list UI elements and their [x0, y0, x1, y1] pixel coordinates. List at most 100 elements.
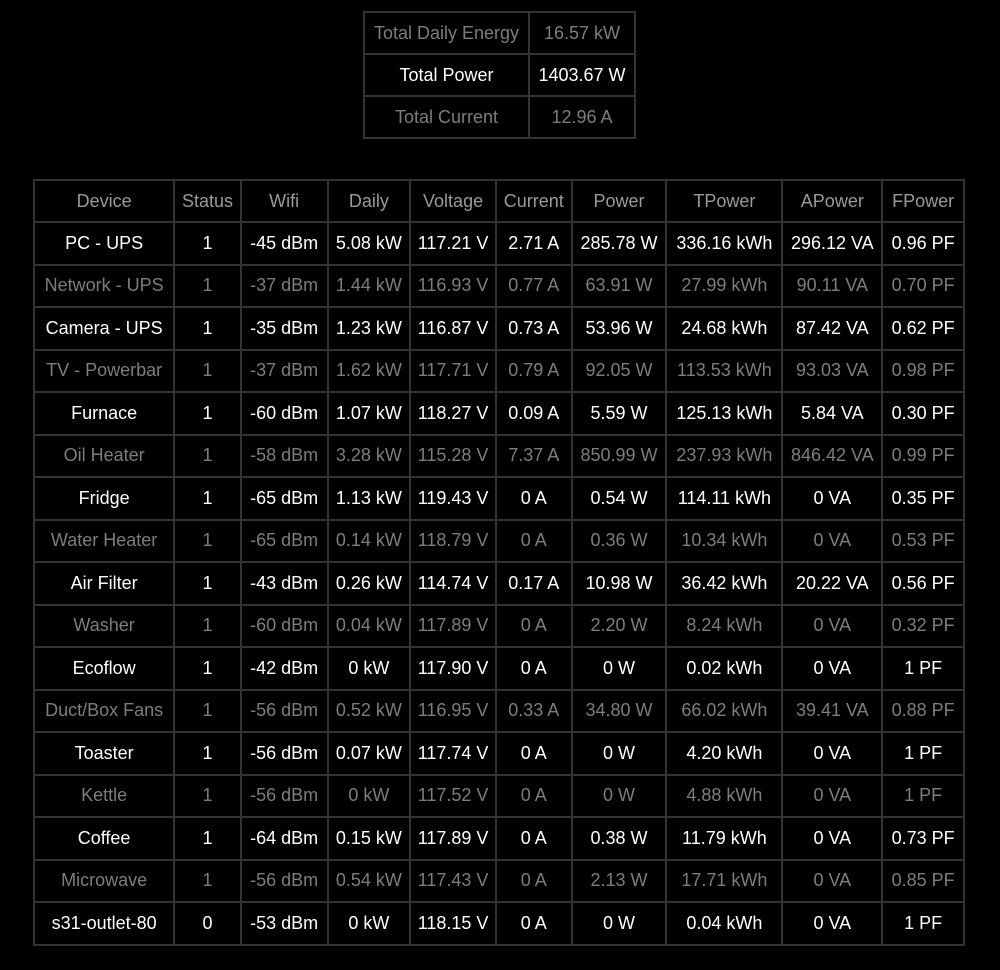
cell-name: Camera - UPS [35, 308, 174, 349]
cell-daily: 5.08 kW [328, 223, 410, 264]
cell-name: Fridge [35, 478, 174, 519]
cell-power: 10.98 W [572, 563, 666, 604]
cell-current: 0 A [496, 520, 571, 561]
cell-daily: 0.52 kW [328, 690, 410, 731]
cell-voltage: 117.52 V [411, 775, 495, 816]
cell-power: 0 W [572, 903, 666, 944]
cell-name: TV - Powerbar [35, 350, 174, 391]
table-row: TV - Powerbar 1 -37 dBm 1.62 kW 117.71 V 0.79… [35, 350, 963, 391]
cell-status: 0 [175, 903, 240, 944]
cell-name: Oil Heater [35, 435, 174, 476]
cell-apower: 20.22 VA [783, 563, 882, 604]
cell-apower: 0 VA [783, 818, 882, 859]
cell-name: Water Heater [35, 520, 174, 561]
cell-name: s31-outlet-80 [35, 903, 174, 944]
cell-apower: 5.84 VA [783, 393, 882, 434]
table-row: Duct/Box Fans 1 -56 dBm 0.52 kW 116.95 V 0.33… [35, 690, 963, 731]
cell-power: 0 W [572, 733, 666, 774]
cell-voltage: 116.87 V [411, 308, 495, 349]
cell-voltage: 118.79 V [411, 520, 495, 561]
cell-power: 0.38 W [572, 818, 666, 859]
cell-fpower: 0.85 PF [883, 860, 963, 901]
cell-daily: 1.23 kW [328, 308, 410, 349]
cell-status: 1 [175, 648, 240, 689]
cell-status: 1 [175, 308, 240, 349]
cell-power: 0.36 W [572, 520, 666, 561]
cell-wifi: -65 dBm [241, 478, 327, 519]
cell-voltage: 117.21 V [411, 223, 495, 264]
cell-apower: 846.42 VA [783, 435, 882, 476]
cell-tpower: 36.42 kWh [667, 563, 782, 604]
cell-voltage: 118.15 V [411, 903, 495, 944]
cell-fpower: 0.56 PF [883, 563, 963, 604]
summary-label: Total Daily Energy [365, 13, 528, 53]
cell-tpower: 113.53 kWh [667, 350, 782, 391]
summary-value: 12.96 A [530, 97, 634, 137]
cell-name: Furnace [35, 393, 174, 434]
cell-tpower: 11.79 kWh [667, 818, 782, 859]
cell-voltage: 117.43 V [411, 860, 495, 901]
cell-current: 0.79 A [496, 350, 571, 391]
cell-fpower: 0.53 PF [883, 520, 963, 561]
column-header-voltage: Voltage [411, 181, 495, 221]
cell-current: 0 A [496, 605, 571, 646]
cell-apower: 0 VA [783, 860, 882, 901]
cell-tpower: 27.99 kWh [667, 265, 782, 306]
cell-voltage: 117.90 V [411, 648, 495, 689]
cell-current: 0.17 A [496, 563, 571, 604]
summary-label: Total Power [365, 55, 528, 95]
cell-current: 2.71 A [496, 223, 571, 264]
cell-fpower: 1 PF [883, 733, 963, 774]
cell-tpower: 24.68 kWh [667, 308, 782, 349]
cell-current: 0 A [496, 648, 571, 689]
cell-apower: 0 VA [783, 775, 882, 816]
cell-current: 0 A [496, 860, 571, 901]
table-row: Network - UPS 1 -37 dBm 1.44 kW 116.93 V 0.77… [35, 265, 963, 306]
column-header-status: Status [175, 181, 240, 221]
cell-power: 63.91 W [572, 265, 666, 306]
cell-status: 1 [175, 690, 240, 731]
summary-row: Total Power 1403.67 W [365, 55, 634, 95]
cell-voltage: 117.89 V [411, 818, 495, 859]
cell-status: 1 [175, 223, 240, 264]
cell-wifi: -56 dBm [241, 775, 327, 816]
cell-power: 850.99 W [572, 435, 666, 476]
table-row: Furnace 1 -60 dBm 1.07 kW 118.27 V 0.09 A 5.59… [35, 393, 963, 434]
cell-status: 1 [175, 478, 240, 519]
cell-daily: 0 kW [328, 648, 410, 689]
cell-status: 1 [175, 393, 240, 434]
cell-wifi: -45 dBm [241, 223, 327, 264]
cell-status: 1 [175, 818, 240, 859]
column-header-apower: APower [783, 181, 882, 221]
cell-current: 0.33 A [496, 690, 571, 731]
cell-daily: 1.07 kW [328, 393, 410, 434]
cell-power: 0 W [572, 775, 666, 816]
cell-wifi: -37 dBm [241, 350, 327, 391]
cell-daily: 0.14 kW [328, 520, 410, 561]
cell-fpower: 0.98 PF [883, 350, 963, 391]
cell-wifi: -53 dBm [241, 903, 327, 944]
cell-fpower: 0.96 PF [883, 223, 963, 264]
cell-power: 0 W [572, 648, 666, 689]
cell-status: 1 [175, 350, 240, 391]
cell-wifi: -35 dBm [241, 308, 327, 349]
cell-wifi: -42 dBm [241, 648, 327, 689]
summary-value: 1403.67 W [530, 55, 634, 95]
cell-apower: 0 VA [783, 478, 882, 519]
summary-row: Total Current 12.96 A [365, 97, 634, 137]
cell-tpower: 114.11 kWh [667, 478, 782, 519]
cell-tpower: 66.02 kWh [667, 690, 782, 731]
cell-tpower: 237.93 kWh [667, 435, 782, 476]
cell-current: 0.09 A [496, 393, 571, 434]
cell-fpower: 1 PF [883, 903, 963, 944]
cell-tpower: 10.34 kWh [667, 520, 782, 561]
cell-wifi: -37 dBm [241, 265, 327, 306]
cell-fpower: 0.62 PF [883, 308, 963, 349]
cell-fpower: 0.35 PF [883, 478, 963, 519]
cell-fpower: 0.32 PF [883, 605, 963, 646]
